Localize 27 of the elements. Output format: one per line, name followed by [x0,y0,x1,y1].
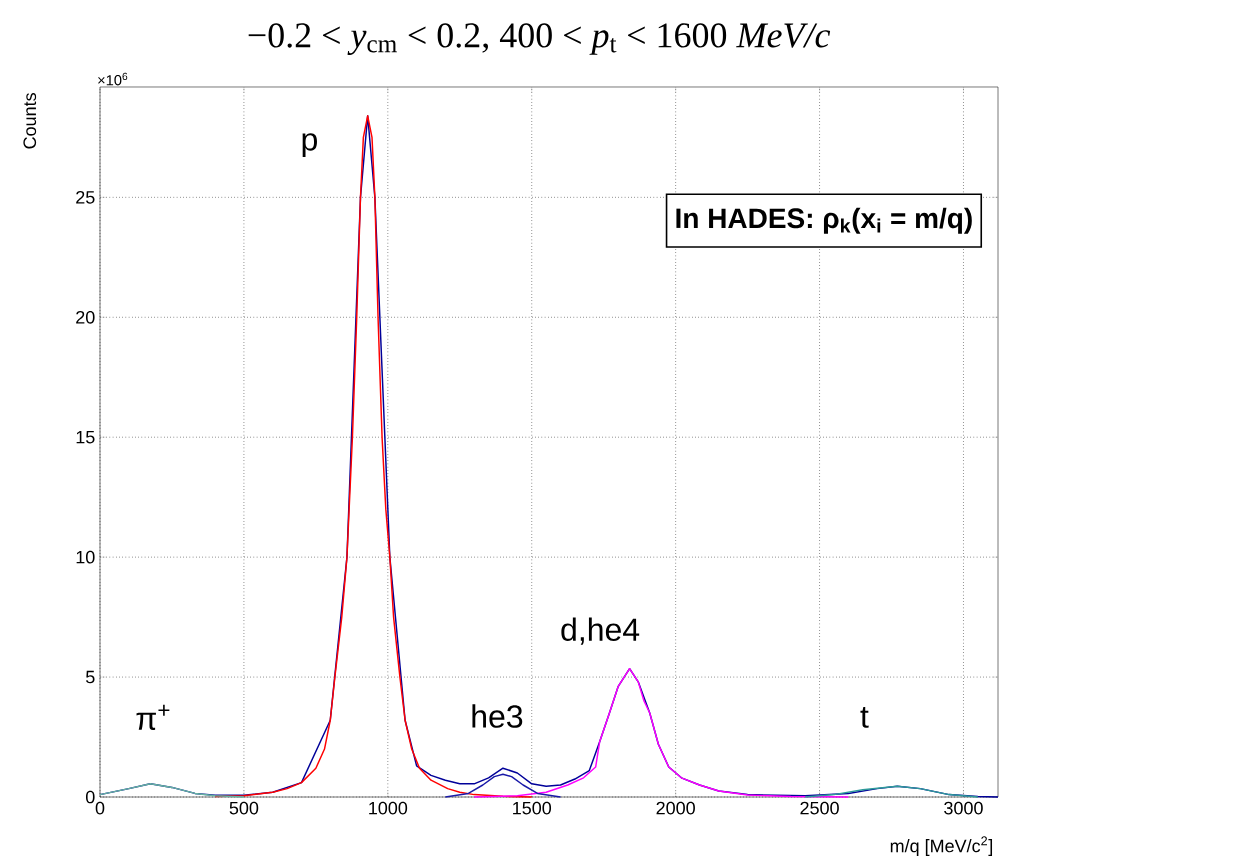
chart-title: −0.2 < y$_{cm}$ < 0.2, 400 < p$_{t}$ < 1600 MeV/c [248,23,831,55]
annotation: t [860,706,869,728]
x-tick-label: 500 [229,801,259,815]
annotation: In HADES: ρ$_{k}$(x$_{i}$ = m/q) [676,207,972,234]
x-tick-label: 1000 [369,801,408,815]
y-axis-title: Counts [23,93,37,149]
x-tick-label: 2500 [800,801,839,815]
x-axis-title: m/q [MeV/c$^{2}$] [890,836,993,856]
annotation: p [302,133,317,158]
annotation: π$^{+}$ [136,704,170,730]
x-tick-label: 0 [95,801,105,815]
y-tick-label: 0 [85,790,95,804]
x-tick-label: 3000 [944,801,983,815]
line-series [473,667,850,798]
x-tick-label: 2000 [656,801,695,815]
y-tick-label: 25 [76,190,95,204]
text: ×10$^{6}$ [98,72,128,86]
y-tick-label: 15 [76,430,95,444]
x-tick-label: 1500 [513,801,552,815]
y-tick-label: 20 [76,310,95,324]
y-tick-label: 5 [85,670,95,684]
y-tick-label: 10 [76,550,95,564]
line-series [99,783,245,798]
annotation: d,he4 [561,617,640,645]
annotation: he3 [472,704,523,728]
line-series [444,773,562,798]
line-series [804,785,979,798]
